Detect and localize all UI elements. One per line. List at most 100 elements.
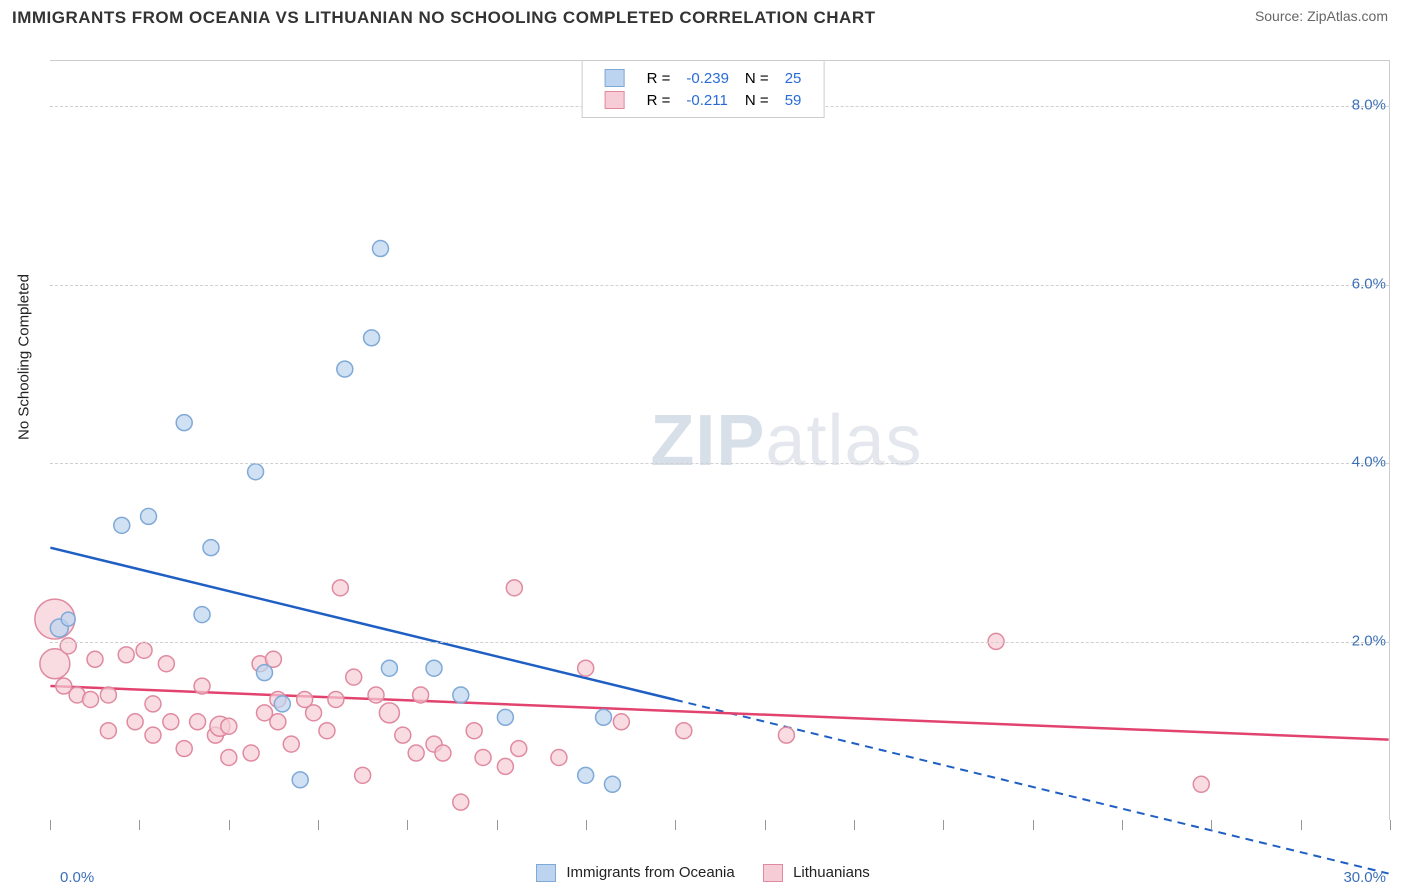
r-value-lithuanians: -0.211 bbox=[678, 89, 737, 111]
x-tick bbox=[50, 820, 51, 830]
legend-item-lithuanians: Lithuanians bbox=[763, 864, 870, 882]
data-point-lithuanians bbox=[466, 723, 482, 739]
data-point-lithuanians bbox=[453, 794, 469, 810]
x-tick bbox=[765, 820, 766, 830]
data-point-lithuanians bbox=[551, 750, 567, 766]
data-point-oceania bbox=[248, 464, 264, 480]
swatch-lithuanians bbox=[605, 91, 625, 109]
data-point-lithuanians bbox=[243, 745, 259, 761]
legend-stats-box: R = -0.239 N = 25 R = -0.211 N = 59 bbox=[582, 60, 825, 118]
data-point-lithuanians bbox=[163, 714, 179, 730]
x-tick bbox=[675, 820, 676, 830]
gridline-h bbox=[50, 463, 1389, 464]
x-tick bbox=[407, 820, 408, 830]
swatch-oceania bbox=[605, 69, 625, 87]
data-point-lithuanians bbox=[221, 718, 237, 734]
data-point-lithuanians bbox=[676, 723, 692, 739]
data-point-lithuanians bbox=[87, 651, 103, 667]
data-point-lithuanians bbox=[368, 687, 384, 703]
data-point-lithuanians bbox=[511, 741, 527, 757]
gridline-h bbox=[50, 285, 1389, 286]
legend-row-oceania: R = -0.239 N = 25 bbox=[597, 67, 810, 89]
y-tick-label: 8.0% bbox=[1352, 96, 1386, 113]
data-point-oceania bbox=[604, 776, 620, 792]
source-name: ZipAtlas.com bbox=[1307, 8, 1388, 24]
data-point-lithuanians bbox=[136, 642, 152, 658]
data-point-lithuanians bbox=[194, 678, 210, 694]
swatch-lithuanians-icon bbox=[763, 864, 783, 882]
data-point-oceania bbox=[141, 508, 157, 524]
data-point-oceania bbox=[497, 709, 513, 725]
x-tick bbox=[318, 820, 319, 830]
data-point-lithuanians bbox=[506, 580, 522, 596]
data-point-lithuanians bbox=[408, 745, 424, 761]
data-point-lithuanians bbox=[395, 727, 411, 743]
legend-row-lithuanians: R = -0.211 N = 59 bbox=[597, 89, 810, 111]
data-point-lithuanians bbox=[145, 727, 161, 743]
data-point-lithuanians bbox=[319, 723, 335, 739]
data-point-lithuanians bbox=[475, 750, 491, 766]
y-tick-label: 4.0% bbox=[1352, 454, 1386, 471]
x-tick-min: 0.0% bbox=[60, 869, 94, 886]
data-point-lithuanians bbox=[328, 691, 344, 707]
data-point-oceania bbox=[426, 660, 442, 676]
data-point-oceania bbox=[453, 687, 469, 703]
data-point-lithuanians bbox=[190, 714, 206, 730]
data-point-lithuanians bbox=[578, 660, 594, 676]
data-point-oceania bbox=[114, 517, 130, 533]
y-axis-label: No Schooling Completed bbox=[16, 274, 33, 440]
gridline-h bbox=[50, 642, 1389, 643]
x-tick bbox=[497, 820, 498, 830]
data-point-oceania bbox=[203, 540, 219, 556]
data-point-oceania bbox=[257, 665, 273, 681]
data-point-lithuanians bbox=[613, 714, 629, 730]
scatter-points-svg bbox=[50, 61, 1389, 820]
data-point-lithuanians bbox=[1193, 776, 1209, 792]
plot-area: ZIPatlas bbox=[50, 60, 1390, 820]
y-tick-label: 6.0% bbox=[1352, 275, 1386, 292]
data-point-oceania bbox=[578, 767, 594, 783]
data-point-lithuanians bbox=[332, 580, 348, 596]
data-point-lithuanians bbox=[306, 705, 322, 721]
data-point-lithuanians bbox=[145, 696, 161, 712]
data-point-oceania bbox=[596, 709, 612, 725]
x-tick bbox=[1301, 820, 1302, 830]
x-tick bbox=[1390, 820, 1391, 830]
data-point-lithuanians bbox=[497, 758, 513, 774]
x-tick-max: 30.0% bbox=[1343, 869, 1386, 886]
data-point-lithuanians bbox=[118, 647, 134, 663]
x-tick bbox=[229, 820, 230, 830]
data-point-lithuanians bbox=[283, 736, 299, 752]
swatch-oceania-icon bbox=[536, 864, 556, 882]
data-point-lithuanians bbox=[158, 656, 174, 672]
data-point-lithuanians bbox=[221, 750, 237, 766]
source-label: Source: bbox=[1255, 8, 1307, 24]
n-label: N = bbox=[745, 70, 769, 87]
data-point-lithuanians bbox=[435, 745, 451, 761]
data-point-oceania bbox=[292, 772, 308, 788]
x-tick bbox=[139, 820, 140, 830]
x-tick bbox=[586, 820, 587, 830]
source-attribution: Source: ZipAtlas.com bbox=[1255, 8, 1388, 24]
data-point-lithuanians bbox=[83, 691, 99, 707]
r-label: R = bbox=[647, 70, 671, 87]
legend-item-oceania: Immigrants from Oceania bbox=[536, 864, 735, 882]
x-tick bbox=[1211, 820, 1212, 830]
r-label: R = bbox=[647, 92, 671, 109]
data-point-lithuanians bbox=[176, 741, 192, 757]
n-value-lithuanians: 59 bbox=[777, 89, 810, 111]
data-point-lithuanians bbox=[413, 687, 429, 703]
data-point-oceania bbox=[337, 361, 353, 377]
data-point-oceania bbox=[61, 612, 75, 626]
data-point-lithuanians bbox=[270, 714, 286, 730]
x-tick bbox=[943, 820, 944, 830]
data-point-lithuanians bbox=[346, 669, 362, 685]
data-point-lithuanians bbox=[379, 703, 399, 723]
data-point-lithuanians bbox=[355, 767, 371, 783]
chart-title: IMMIGRANTS FROM OCEANIA VS LITHUANIAN NO… bbox=[12, 8, 875, 28]
legend-bottom: Immigrants from Oceania Lithuanians bbox=[0, 864, 1406, 882]
data-point-oceania bbox=[372, 241, 388, 257]
data-point-oceania bbox=[274, 696, 290, 712]
legend-label-oceania: Immigrants from Oceania bbox=[566, 864, 734, 881]
data-point-oceania bbox=[176, 415, 192, 431]
